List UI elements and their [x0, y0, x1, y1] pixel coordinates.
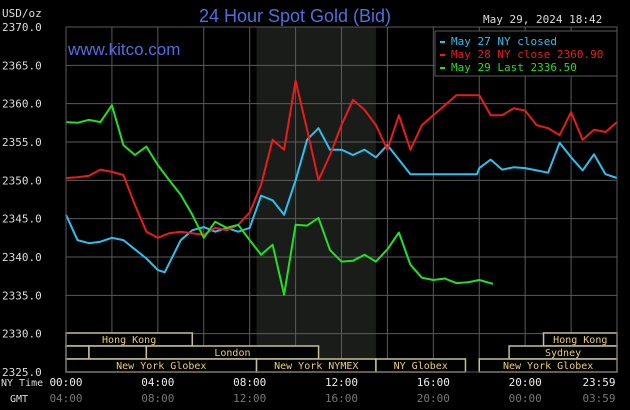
legend-swatch [440, 67, 445, 69]
x-tick-ny: 20:00 [509, 376, 542, 389]
session-label: New York Globex [116, 361, 206, 372]
x-tick-gmt: 00:00 [509, 392, 542, 405]
series-line-red [65, 79, 618, 239]
x-tick-ny: 12:00 [325, 376, 358, 389]
session-label: New York Globex [503, 361, 593, 372]
chart-title: 24 Hour Spot Gold (Bid) [199, 6, 391, 26]
x-tick-gmt: 08:00 [141, 392, 174, 405]
y-tick-label: 2345.0 [2, 213, 42, 226]
series-lines [65, 79, 618, 296]
y-tick-label: 2340.0 [2, 251, 42, 264]
series-line-cyan [65, 127, 618, 274]
session-label: London [214, 348, 250, 359]
ny-time-label: NY Time [1, 378, 43, 389]
session-label: Sydney [545, 348, 581, 359]
legend-entry: May 28 NY close 2360.90 [451, 48, 603, 61]
x-tick-gmt: 03:59 [582, 392, 615, 405]
x-tick-gmt: 04:00 [49, 392, 82, 405]
unit-label: USD/oz [2, 7, 42, 20]
grid [66, 26, 617, 373]
x-tick-gmt: 20:00 [417, 392, 450, 405]
nymex-shade [256, 27, 376, 372]
y-axis: 2370.0 2365.0 2360.0 2355.0 2350.0 2345.0 2340… [2, 21, 42, 379]
y-tick-label: 2335.0 [2, 289, 42, 302]
timestamp: May 29, 2024 18:42 [483, 13, 602, 26]
x-tick-gmt: 12:00 [233, 392, 266, 405]
legend-swatch [440, 54, 445, 56]
legend-swatch [440, 41, 445, 43]
session-label: Hong Kong [553, 335, 607, 346]
x-axis: 00:00 04:00 04:00 08:00 08:00 12:00 12:00 16:00… [49, 376, 615, 405]
legend-entry: May 29 Last 2336.50 [451, 61, 577, 74]
x-tick-gmt: 16:00 [325, 392, 358, 405]
session-label: New York NYMEX [274, 361, 358, 372]
x-tick-ny: 16:00 [417, 376, 450, 389]
plot-frame [65, 26, 618, 373]
series-line-green [65, 104, 494, 296]
x-tick-ny: 08:00 [233, 376, 266, 389]
session-bar [88, 345, 148, 360]
y-tick-label: 2370.0 [2, 21, 42, 34]
session-label: Hong Kong [102, 335, 156, 346]
x-tick-ny: 04:00 [141, 376, 174, 389]
site-watermark[interactable]: www.kitco.com [67, 40, 180, 59]
y-tick-label: 2360.0 [2, 98, 42, 111]
x-tick-ny: 00:00 [49, 376, 82, 389]
y-tick-label: 2330.0 [2, 328, 42, 341]
y-tick-label: 2350.0 [2, 174, 42, 187]
y-tick-label: 2355.0 [2, 136, 42, 149]
gmt-label: GMT [10, 394, 28, 405]
x-tick-ny: 23:59 [582, 376, 615, 389]
session-label: NY Globex [394, 361, 448, 372]
session-bar [65, 345, 90, 360]
legend-entry: May 27 NY closed [451, 35, 557, 48]
y-tick-label: 2365.0 [2, 59, 42, 72]
y-tick-label: 2325.0 [2, 366, 42, 379]
